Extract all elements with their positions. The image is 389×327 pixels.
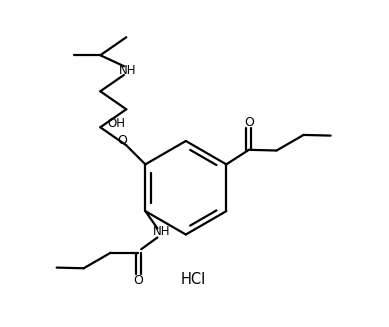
Text: O: O (244, 116, 254, 129)
Text: NH: NH (119, 64, 136, 77)
Text: O: O (133, 274, 144, 287)
Text: NH: NH (153, 225, 170, 238)
Text: HCl: HCl (180, 272, 205, 287)
Text: OH: OH (108, 117, 126, 130)
Text: O: O (117, 134, 127, 147)
